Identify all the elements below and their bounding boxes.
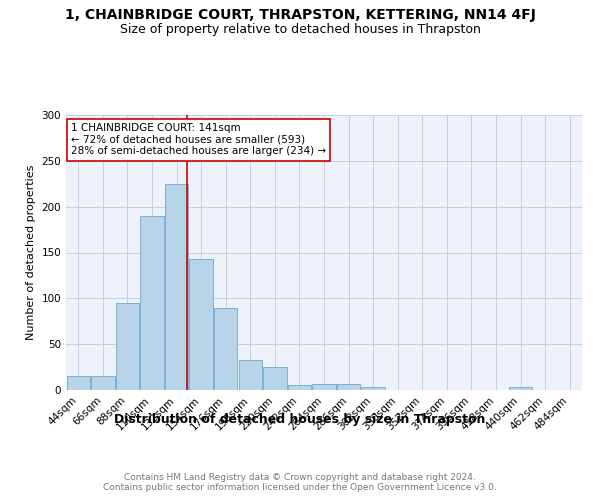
Bar [140,216,164,390]
Bar [165,184,188,390]
Bar [263,367,287,390]
Text: 1, CHAINBRIDGE COURT, THRAPSTON, KETTERING, NN14 4FJ: 1, CHAINBRIDGE COURT, THRAPSTON, KETTERI… [65,8,535,22]
Bar [288,386,311,390]
Bar [239,360,262,390]
Text: 1 CHAINBRIDGE COURT: 141sqm
← 72% of detached houses are smaller (593)
28% of se: 1 CHAINBRIDGE COURT: 141sqm ← 72% of det… [71,123,326,156]
Bar [337,384,360,390]
Text: Distribution of detached houses by size in Thrapston: Distribution of detached houses by size … [115,412,485,426]
Bar [509,387,532,390]
Bar [190,259,213,390]
Bar [313,384,335,390]
Text: Contains HM Land Registry data © Crown copyright and database right 2024.
Contai: Contains HM Land Registry data © Crown c… [103,472,497,492]
Bar [361,387,385,390]
Y-axis label: Number of detached properties: Number of detached properties [26,165,36,340]
Bar [91,376,115,390]
Bar [67,376,90,390]
Text: Size of property relative to detached houses in Thrapston: Size of property relative to detached ho… [119,22,481,36]
Bar [116,303,139,390]
Bar [214,308,238,390]
